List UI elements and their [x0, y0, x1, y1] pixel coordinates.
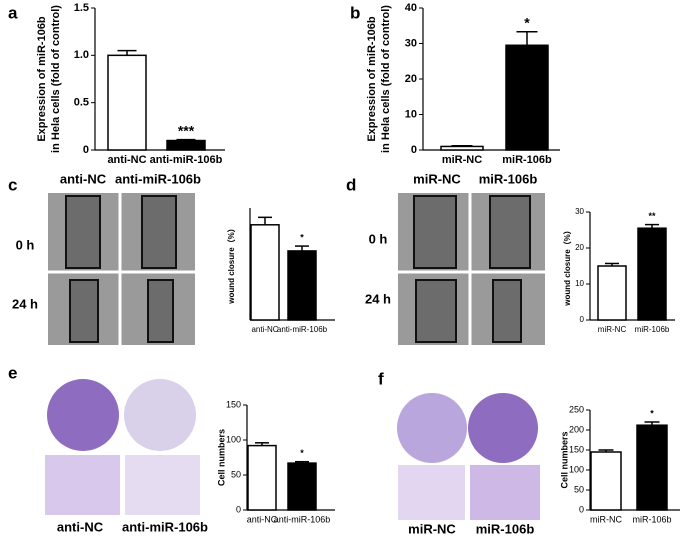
image-column-label: anti-NC	[57, 519, 104, 534]
y-tick-label: 150	[569, 444, 584, 454]
bar	[440, 145, 484, 151]
y-tick-label: 200	[569, 424, 584, 434]
image-column-label: miR-NC	[413, 171, 461, 186]
panel-letter: e	[8, 363, 17, 382]
x-tick-label: miR-106b	[632, 514, 671, 524]
y-axis-label: wound closure（%）	[562, 226, 572, 307]
y-tick-label: 20	[405, 73, 417, 85]
y-axis-label: Expression of miR-106b	[366, 16, 378, 142]
y-tick-label: 40	[405, 2, 417, 14]
y-tick-label: 0	[579, 504, 584, 514]
image-column-label: miR-106b	[479, 171, 538, 186]
panel-letter: b	[350, 3, 360, 22]
bar	[590, 451, 622, 511]
image-row-label: 24 h	[365, 291, 391, 306]
significance: *	[300, 232, 304, 242]
y-axis-label: Cell numbers	[216, 429, 226, 486]
y-tick-label: 0	[580, 315, 585, 324]
image-column-label: miR-106b	[476, 521, 535, 536]
y-tick-label: 50	[574, 484, 584, 494]
image-row-label: 0 h	[369, 231, 388, 246]
x-tick-label: anti-miR-106b	[277, 325, 328, 334]
x-tick-label: miR-NC	[590, 514, 622, 524]
y-tick-label: 0.5	[74, 97, 89, 109]
bar	[247, 444, 277, 511]
y-tick-label: 250	[569, 404, 584, 414]
y-axis-label: in Hela cells (fold of control)	[380, 5, 392, 153]
y-tick-label: 20	[575, 243, 584, 252]
significance: ***	[178, 122, 195, 138]
y-tick-label: 30	[405, 37, 417, 49]
bar	[597, 265, 627, 321]
significance: **	[648, 211, 656, 221]
bar	[107, 54, 147, 151]
image-column-label: miR-NC	[408, 521, 456, 536]
transwell-images-e	[45, 379, 200, 515]
x-tick-label: miR-106b	[502, 154, 552, 166]
wound-images-d	[398, 193, 545, 345]
y-tick-label: 10	[575, 279, 584, 288]
x-tick-label: anti-NC	[107, 154, 146, 166]
x-tick-label: miR-NC	[442, 154, 482, 166]
bar	[505, 44, 549, 151]
y-tick-label: 100	[569, 464, 584, 474]
bar	[636, 424, 668, 511]
y-tick-label: 1.5	[74, 2, 89, 14]
y-tick-label: 0	[83, 144, 89, 156]
bar	[637, 227, 667, 321]
panel-letter: d	[346, 175, 356, 194]
y-tick-label: 50	[231, 469, 241, 479]
panel-letter: f	[378, 369, 384, 388]
x-tick-label: anti-miR-106b	[150, 154, 223, 166]
image-row-label: 24 h	[12, 296, 38, 311]
x-tick-label: miR-NC	[598, 325, 627, 334]
y-tick-label: 150	[226, 399, 241, 409]
x-tick-label: anti-NC	[247, 514, 278, 524]
bar	[250, 224, 280, 321]
y-axis-label: Cell numbers	[559, 431, 569, 488]
y-tick-label: 0	[411, 144, 417, 156]
transwell-images-f	[397, 393, 540, 520]
y-tick-label: 0	[236, 504, 241, 514]
x-tick-label: anti-miR-106b	[274, 514, 331, 524]
y-tick-label: 30	[575, 207, 584, 216]
panel-letter: c	[8, 175, 17, 194]
y-tick-label: 10	[405, 108, 417, 120]
x-tick-label: anti-NC	[251, 325, 278, 334]
bar	[166, 139, 206, 151]
y-tick-label: 100	[226, 434, 241, 444]
image-column-label: anti-miR-106b	[122, 519, 208, 534]
panel-letter: a	[8, 3, 18, 22]
y-tick-label: 1.0	[74, 49, 89, 61]
image-row-label: 0 h	[16, 237, 35, 252]
y-axis-label: Expression of miR-106b	[36, 16, 48, 142]
x-tick-label: miR-106b	[635, 325, 670, 334]
wound-images-c	[48, 193, 195, 345]
significance: *	[524, 14, 530, 30]
y-axis-label: in Hela cells (fold of control)	[50, 5, 62, 153]
image-column-label: anti-miR-106b	[115, 171, 201, 186]
bar	[287, 462, 317, 511]
image-column-label: anti-NC	[60, 171, 107, 186]
y-axis-label: wound closure（%）	[226, 224, 236, 305]
bar	[287, 250, 317, 321]
significance: *	[300, 448, 304, 458]
significance: *	[650, 408, 654, 418]
